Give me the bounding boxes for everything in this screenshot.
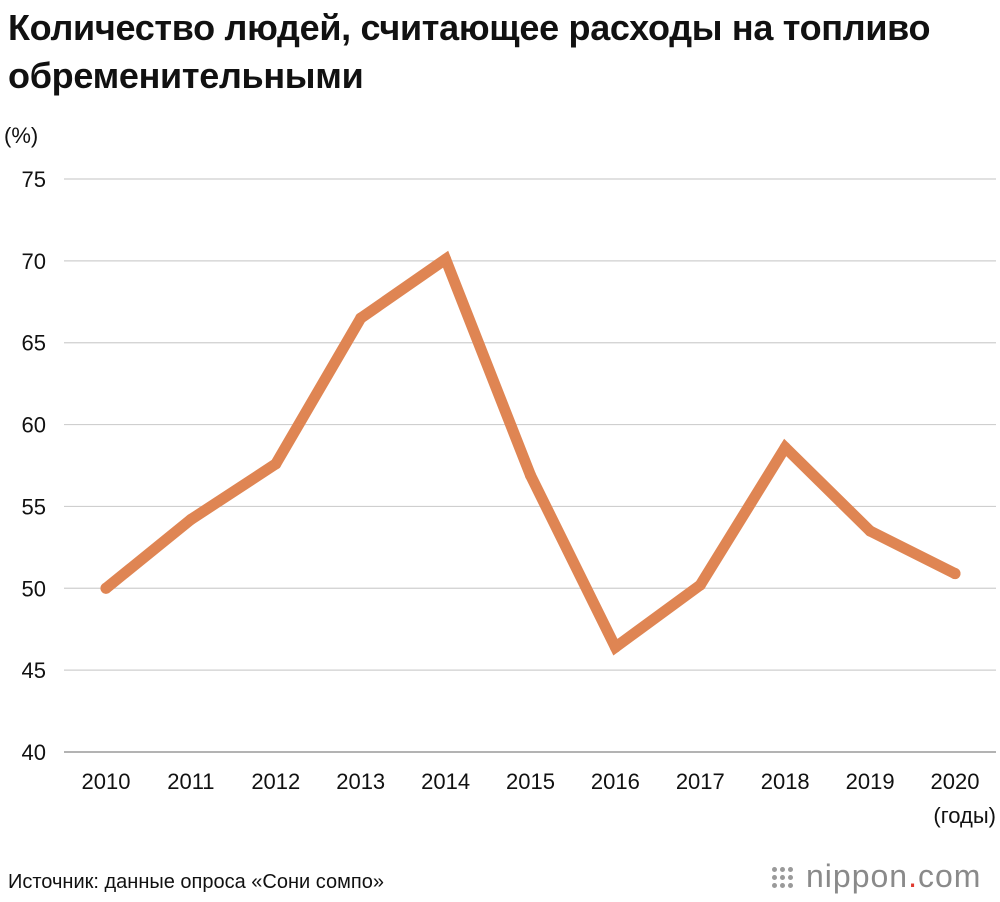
data-point bbox=[779, 441, 791, 453]
logo-mark-icon bbox=[772, 867, 800, 893]
x-axis-label: (годы) bbox=[933, 803, 996, 828]
x-tick-label: 2017 bbox=[676, 769, 725, 794]
data-point bbox=[694, 579, 706, 591]
logo-text: nippon.com bbox=[806, 858, 982, 894]
source-note: Источник: данные опроса «Сони сомпо» bbox=[8, 871, 384, 893]
y-tick-label: 45 bbox=[22, 658, 46, 683]
series-line bbox=[100, 250, 961, 656]
x-tick-label: 2013 bbox=[336, 769, 385, 794]
data-point bbox=[864, 525, 876, 537]
y-tick-label: 55 bbox=[22, 494, 46, 519]
y-tick-label: 50 bbox=[22, 576, 46, 601]
data-points bbox=[100, 253, 961, 653]
data-point bbox=[949, 568, 961, 580]
y-tick-label: 60 bbox=[22, 413, 46, 438]
data-point bbox=[270, 458, 282, 470]
x-tick-label: 2016 bbox=[591, 769, 640, 794]
data-point bbox=[525, 469, 536, 481]
data-point bbox=[100, 582, 112, 594]
data-point bbox=[355, 312, 367, 324]
x-tick-label: 2012 bbox=[251, 769, 300, 794]
x-tick-label: 2020 bbox=[931, 769, 980, 794]
x-tick-label: 2015 bbox=[506, 769, 555, 794]
y-tick-label: 40 bbox=[22, 740, 46, 765]
chart-title: Количество людей, считающее расходы на т… bbox=[8, 7, 931, 96]
y-tick-label: 75 bbox=[22, 167, 46, 192]
x-tick-label: 2014 bbox=[421, 769, 470, 794]
nippon-logo: nippon.com bbox=[772, 858, 998, 898]
x-tick-label: 2011 bbox=[167, 769, 214, 794]
x-tick-label: 2010 bbox=[82, 769, 131, 794]
x-tick-label: 2018 bbox=[761, 769, 810, 794]
x-axis-ticks: 2010 2011 2012 2013 2014 2015 2016 2017 2018 2019… bbox=[82, 769, 980, 794]
data-point bbox=[609, 641, 621, 653]
y-tick-label: 70 bbox=[22, 249, 46, 274]
data-point bbox=[185, 514, 197, 526]
y-tick-label: 65 bbox=[22, 331, 46, 356]
y-axis-label: (%) bbox=[4, 123, 38, 148]
y-axis-ticks: 75 70 65 60 55 50 45 40 bbox=[22, 167, 46, 765]
data-point bbox=[440, 253, 452, 265]
x-tick-label: 2019 bbox=[846, 769, 895, 794]
